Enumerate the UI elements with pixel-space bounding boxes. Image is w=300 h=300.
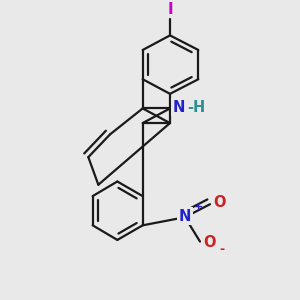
Text: -H: -H [188,100,206,115]
Text: -: - [219,243,224,256]
Text: +: + [194,202,203,212]
Text: N: N [172,100,185,115]
Text: N: N [179,209,191,224]
Text: O: O [204,235,216,250]
Text: O: O [214,195,226,210]
Text: I: I [167,2,173,17]
